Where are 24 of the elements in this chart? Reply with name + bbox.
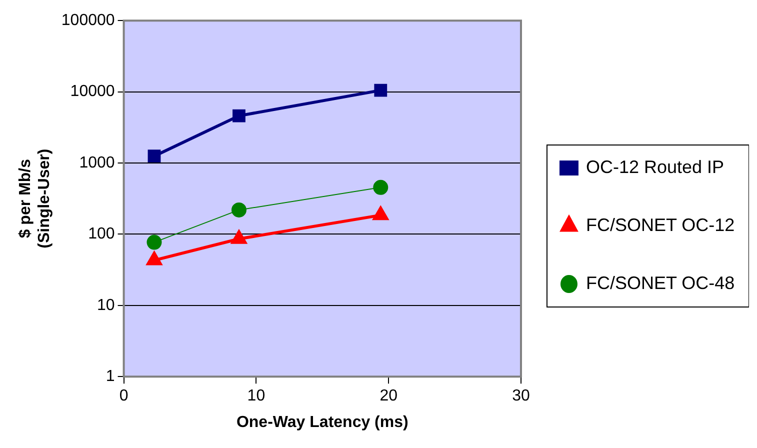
y-tick-label: 1 — [106, 368, 115, 386]
y-tick-label: 10000 — [70, 83, 115, 100]
point — [374, 84, 388, 97]
legend-label: FC/SONET OC-48 — [586, 272, 735, 293]
point — [146, 252, 162, 266]
y-tick-label: 1000 — [79, 154, 115, 172]
legend-label: FC/SONET OC-12 — [586, 214, 735, 235]
legend-label: OC-12 Routed IP — [586, 156, 724, 177]
point — [231, 230, 247, 244]
x-axis-title: One-Way Latency (ms) — [236, 414, 408, 431]
point — [373, 206, 388, 220]
x-tick-label: 0 — [119, 388, 128, 405]
point — [146, 234, 162, 250]
x-tick-label: 20 — [380, 388, 398, 405]
x-tick-label: 30 — [512, 388, 530, 405]
point — [373, 180, 388, 195]
point — [148, 150, 161, 163]
y-tick-label: 100 — [88, 226, 115, 243]
y-axis-title: $ per Mb/s (Single-User) — [17, 148, 54, 248]
y-tick-label: 100000 — [61, 12, 115, 30]
y-tick-label: 10 — [96, 296, 115, 314]
point — [231, 202, 246, 218]
x-tick-label: 10 — [247, 388, 266, 405]
point — [232, 109, 246, 122]
